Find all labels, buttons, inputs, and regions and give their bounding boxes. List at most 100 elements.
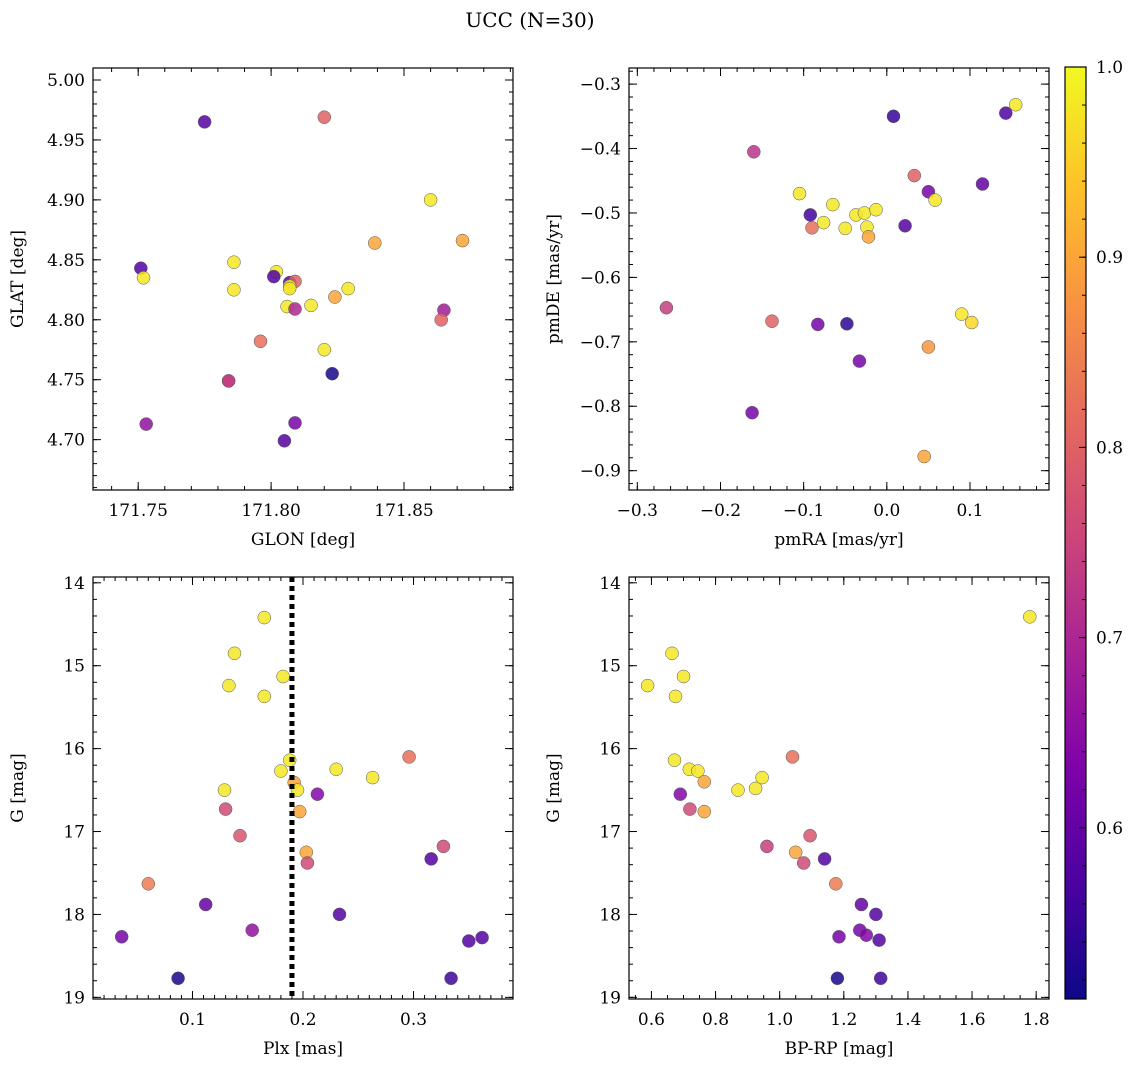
y-tick-label: 15 (63, 657, 85, 677)
scatter-point (141, 877, 156, 891)
scatter-point (745, 405, 759, 420)
y-tick-label: 5.00 (47, 71, 85, 91)
x-tick-label: 1.0 (766, 1010, 793, 1030)
scatter-point (999, 106, 1013, 120)
scatter-point (921, 340, 936, 354)
colorbar-tick-label: 0.8 (1096, 438, 1123, 458)
scatter-point (139, 417, 153, 431)
y-tick-label: −0.9 (580, 462, 621, 482)
scatter-point (792, 186, 807, 201)
y-tick-label: 17 (599, 823, 621, 843)
scatter-point (317, 342, 332, 357)
scatter-point (673, 787, 688, 801)
scatter-point (852, 354, 867, 368)
y-tick-label: 14 (599, 574, 621, 594)
scatter-point (826, 197, 840, 212)
scatter-point (765, 314, 779, 328)
y-axis-label: GLAT [deg] (8, 230, 28, 328)
scatter-point (691, 764, 705, 778)
scatter-point (840, 317, 854, 331)
y-tick-label: 4.75 (47, 371, 85, 391)
scatter-point (402, 750, 416, 764)
scatter-point (221, 374, 236, 388)
plx-g-panel: 0.1 0.2 0.3 14 15 16 17 18 19 Plx [mas] G [mag] (8, 574, 514, 1059)
scatter-point (873, 971, 888, 986)
x-tick-label: 171.80 (241, 501, 300, 521)
scatter-point (667, 753, 682, 767)
y-tick-label: 4.70 (47, 431, 85, 451)
y-tick-label: 16 (63, 740, 85, 760)
y-tick-label: −0.7 (580, 333, 621, 353)
plot-frame (628, 67, 1050, 491)
scatter-point (423, 193, 438, 207)
scatter-point (829, 877, 843, 891)
scatter-point (697, 804, 712, 819)
scatter-point (676, 669, 691, 684)
scatter-point (811, 317, 825, 332)
scatter-point (171, 971, 185, 986)
scatter-point (282, 281, 297, 296)
colorbar-tick-label: 1.0 (1096, 58, 1123, 78)
scatter-point (222, 678, 236, 693)
scatter-points (659, 97, 1023, 464)
y-tick-label: 18 (599, 905, 621, 925)
scatter-points (134, 110, 470, 448)
scatter-point (332, 907, 347, 922)
scatter-point (245, 923, 259, 937)
scatter-point (803, 208, 818, 222)
scatter-point (218, 802, 233, 816)
scatter-point (304, 298, 318, 313)
scatter-point (267, 269, 281, 284)
scatter-point (683, 802, 697, 816)
scatter-point (747, 145, 761, 159)
scatter-point (227, 255, 241, 269)
scatter-point (917, 449, 931, 464)
scatter-point (872, 933, 886, 947)
scatter-point (227, 646, 242, 661)
x-tick-label: −0.2 (700, 501, 741, 521)
scatter-point (830, 971, 845, 986)
scatter-point (857, 206, 872, 220)
plot-frame (628, 576, 1050, 1000)
x-tick-label: 0.6 (638, 1010, 665, 1030)
y-tick-label: 16 (599, 740, 621, 760)
glon-glat-panel: 171.75 171.80 171.85 4.70 4.75 4.80 4.85 4.90 4.… (8, 67, 514, 550)
x-tick-label: −0.3 (617, 501, 658, 521)
scatter-point (964, 315, 979, 330)
scatter-point (640, 678, 655, 693)
scatter-point (436, 839, 451, 854)
x-tick-label: 0.1 (956, 501, 983, 521)
y-tick-label: 15 (599, 657, 621, 677)
scatter-point (859, 928, 874, 942)
colorbar: 0.6 0.7 0.8 0.9 1.0 (1064, 58, 1123, 1000)
pmra-pmde-panel: −0.3 −0.2 −0.1 0.0 0.1 −0.9 −0.8 −0.7 −0.6 −0.5 −0… (544, 67, 1050, 550)
scatter-point (329, 762, 343, 777)
scatter-point (755, 770, 769, 785)
scatter-point (785, 750, 800, 764)
y-tick-label: −0.8 (580, 397, 621, 417)
colorbar-tick-label: 0.6 (1096, 819, 1123, 839)
y-tick-label: 4.80 (47, 311, 85, 331)
scatter-point (274, 764, 288, 778)
scatter-point (665, 646, 679, 661)
x-tick-label: 0.2 (289, 1010, 316, 1030)
x-axis-label: Plx [mas] (263, 1039, 343, 1059)
scatter-point (803, 828, 817, 843)
colorbar-tick-label: 0.9 (1096, 248, 1123, 268)
scatter-point (257, 610, 272, 625)
scatter-point (288, 416, 302, 430)
y-tick-label: 14 (63, 574, 85, 594)
scatter-point (975, 177, 990, 191)
x-tick-label: 0.0 (873, 501, 900, 521)
scatter-point (257, 689, 272, 704)
x-tick-label: 0.8 (702, 1010, 729, 1030)
scatter-point (217, 783, 232, 797)
scatter-point (854, 897, 869, 912)
scatter-point (748, 781, 763, 796)
scatter-point (424, 852, 438, 866)
scatter-point (861, 230, 876, 244)
scatter-point (227, 283, 241, 297)
scatter-point (954, 307, 969, 321)
y-tick-label: 4.95 (47, 131, 85, 151)
